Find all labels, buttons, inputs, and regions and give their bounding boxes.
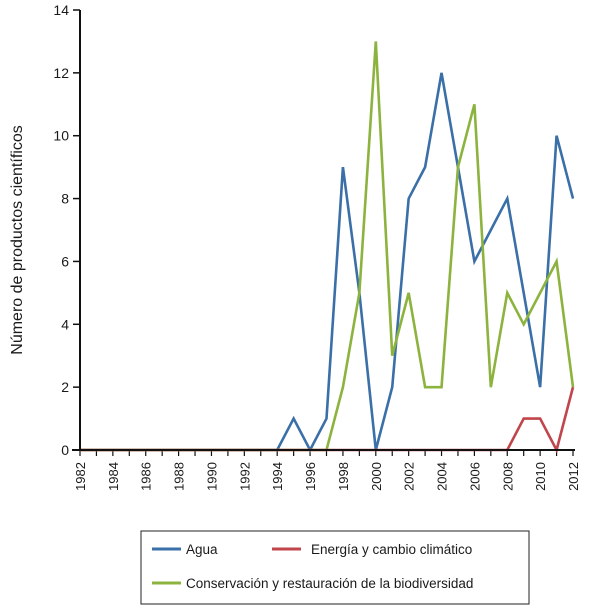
x-tick-label: 2002 xyxy=(402,462,417,491)
y-tick-label: 2 xyxy=(61,379,69,395)
x-tick-label: 2010 xyxy=(533,462,548,491)
x-tick-label: 2006 xyxy=(467,462,482,491)
y-axis-ticks: 0 2 4 6 8 10 12 14 xyxy=(53,2,80,458)
x-tick-label: 1992 xyxy=(237,462,252,491)
y-tick-label: 14 xyxy=(53,2,69,18)
x-tick-label: 1990 xyxy=(204,462,219,491)
x-axis-ticks: 1982 1984 1986 1988 1990 1992 1994 1996 1998 2000… xyxy=(73,450,581,491)
y-tick-label: 12 xyxy=(53,65,69,81)
x-tick-label: 1986 xyxy=(139,462,154,491)
x-tick-label: 1988 xyxy=(172,462,187,491)
x-tick-label: 1994 xyxy=(270,462,285,491)
legend: Agua Energía y cambio climático Conserva… xyxy=(140,530,530,605)
y-tick-label: 4 xyxy=(61,316,69,332)
series-line-conservacion xyxy=(80,41,575,452)
y-tick-label: 8 xyxy=(61,191,69,207)
x-tick-label: 1982 xyxy=(73,462,88,491)
x-tick-label: 2000 xyxy=(369,462,384,491)
x-tick-label: 1998 xyxy=(336,462,351,491)
legend-label-agua: Agua xyxy=(186,542,218,557)
x-tick-label: 1984 xyxy=(106,462,121,491)
y-tick-label: 6 xyxy=(61,253,69,269)
y-tick-label: 0 xyxy=(61,442,69,458)
y-axis-title: Número de productos científicos xyxy=(9,125,26,354)
x-tick-label: 2012 xyxy=(566,462,581,491)
x-tick-label: 2008 xyxy=(500,462,515,491)
series-layer xyxy=(80,41,575,454)
x-tick-label: 2004 xyxy=(435,462,450,491)
legend-label-energia: Energía y cambio climático xyxy=(311,542,472,557)
series-line-agua xyxy=(80,72,575,453)
legend-label-conservacion: Conservación y restauración de la biodiv… xyxy=(186,576,473,591)
y-tick-label: 10 xyxy=(53,128,69,144)
x-tick-label: 1996 xyxy=(303,462,318,491)
legend-box xyxy=(140,530,530,605)
